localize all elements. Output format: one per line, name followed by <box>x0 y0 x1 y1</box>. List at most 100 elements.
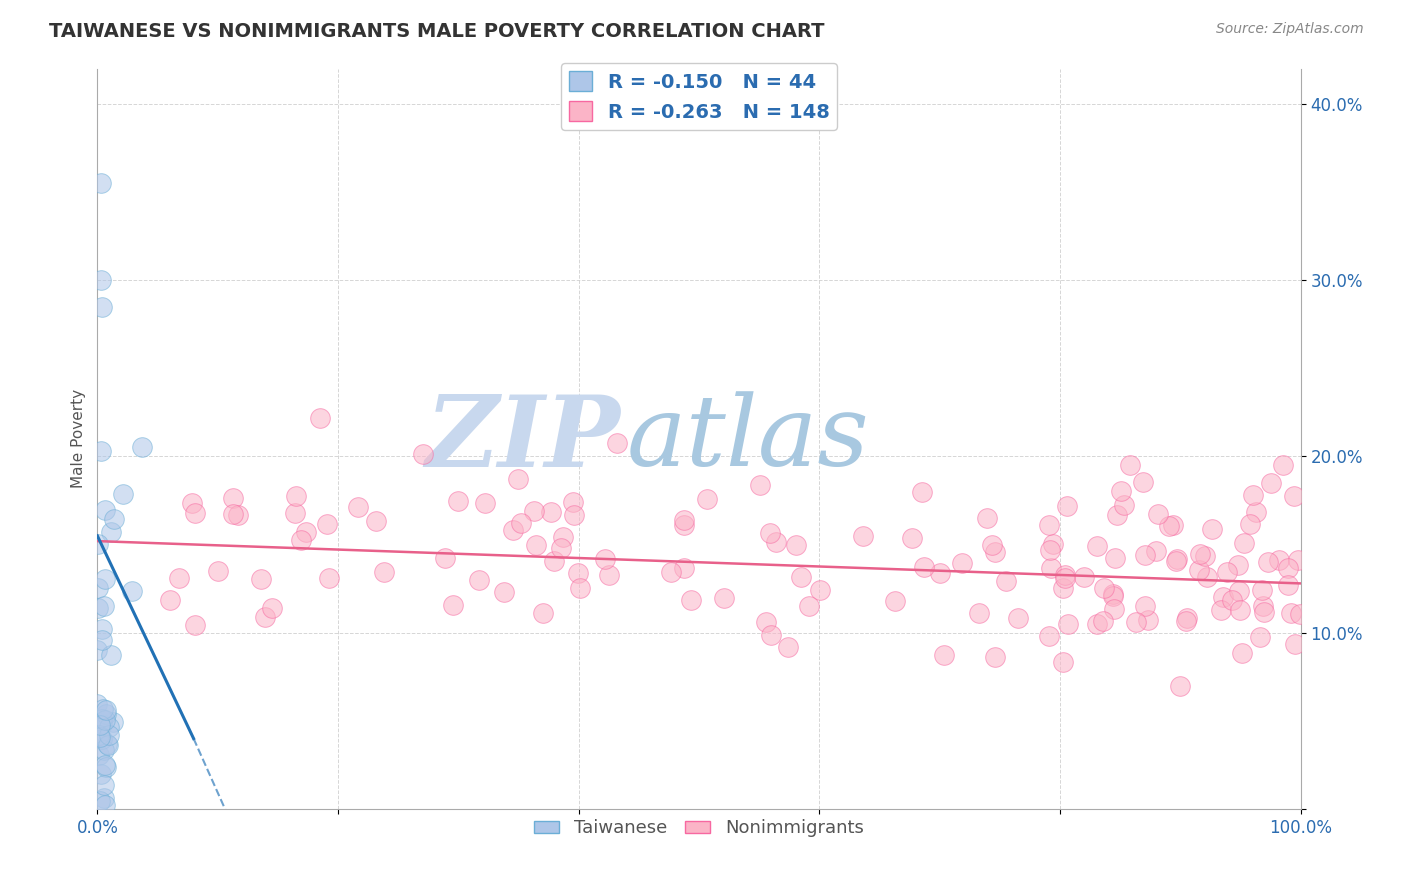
Point <box>181 496 204 510</box>
Point <box>447 494 470 508</box>
Point <box>932 648 955 662</box>
Point <box>1164 554 1187 568</box>
Point <box>1279 606 1302 620</box>
Point <box>659 566 682 580</box>
Point <box>1054 567 1077 582</box>
Point <box>976 511 998 525</box>
Point <box>93 778 115 792</box>
Point <box>295 524 318 539</box>
Point <box>593 552 616 566</box>
Point <box>184 506 207 520</box>
Point <box>852 529 875 543</box>
Point <box>90 444 112 458</box>
Point <box>1268 553 1291 567</box>
Point <box>568 581 591 595</box>
Point <box>540 505 562 519</box>
Point <box>1161 518 1184 533</box>
Point <box>1136 613 1159 627</box>
Point <box>309 410 332 425</box>
Point <box>1039 542 1062 557</box>
Point <box>91 712 114 726</box>
Point <box>765 535 787 549</box>
Point <box>1187 563 1209 577</box>
Point <box>901 531 924 545</box>
Legend: Taiwanese, Nonimmigrants: Taiwanese, Nonimmigrants <box>527 812 872 845</box>
Point <box>159 593 181 607</box>
Point <box>87 601 110 615</box>
Y-axis label: Male Poverty: Male Poverty <box>72 389 86 489</box>
Point <box>1105 508 1128 523</box>
Point <box>373 566 395 580</box>
Point <box>673 513 696 527</box>
Point <box>94 703 117 717</box>
Point <box>1038 518 1060 533</box>
Point <box>1092 581 1115 595</box>
Point <box>1229 583 1251 598</box>
Point <box>994 574 1017 589</box>
Point <box>207 565 229 579</box>
Point <box>1175 611 1198 625</box>
Point <box>672 561 695 575</box>
Point <box>284 506 307 520</box>
Point <box>96 760 118 774</box>
Point <box>90 767 112 781</box>
Point <box>103 714 125 729</box>
Point <box>290 533 312 547</box>
Point <box>1056 499 1078 513</box>
Point <box>1233 536 1256 550</box>
Point <box>755 615 778 629</box>
Point <box>1194 549 1216 563</box>
Point <box>1220 593 1243 607</box>
Point <box>1132 475 1154 490</box>
Point <box>1230 646 1253 660</box>
Point <box>1216 565 1239 579</box>
Point <box>94 798 117 813</box>
Point <box>1239 517 1261 532</box>
Point <box>91 732 114 747</box>
Point <box>1052 655 1074 669</box>
Point <box>90 273 112 287</box>
Point <box>1119 458 1142 472</box>
Point <box>759 628 782 642</box>
Point <box>1166 552 1188 566</box>
Point <box>929 566 952 580</box>
Text: Source: ZipAtlas.com: Source: ZipAtlas.com <box>1216 22 1364 37</box>
Point <box>89 728 111 742</box>
Point <box>1286 553 1309 567</box>
Point <box>93 743 115 757</box>
Point <box>524 538 547 552</box>
Point <box>1073 569 1095 583</box>
Point <box>749 478 772 492</box>
Point <box>86 643 108 657</box>
Point <box>434 551 457 566</box>
Point <box>1109 483 1132 498</box>
Point <box>494 585 516 599</box>
Point <box>1052 582 1074 596</box>
Point <box>1104 551 1126 566</box>
Point <box>96 706 118 721</box>
Point <box>509 516 531 531</box>
Text: TAIWANESE VS NONIMMIGRANTS MALE POVERTY CORRELATION CHART: TAIWANESE VS NONIMMIGRANTS MALE POVERTY … <box>49 22 825 41</box>
Point <box>759 526 782 541</box>
Point <box>93 790 115 805</box>
Point <box>347 500 370 514</box>
Text: atlas: atlas <box>627 392 869 486</box>
Point <box>89 730 111 744</box>
Point <box>984 649 1007 664</box>
Point <box>222 508 245 522</box>
Point <box>100 648 122 662</box>
Point <box>696 492 718 507</box>
Point <box>950 557 973 571</box>
Point <box>713 591 735 605</box>
Point <box>1168 679 1191 693</box>
Point <box>98 728 121 742</box>
Point <box>100 525 122 540</box>
Point <box>1201 522 1223 536</box>
Point <box>1253 605 1275 619</box>
Point <box>1249 630 1271 644</box>
Point <box>1007 611 1029 625</box>
Point <box>91 632 114 647</box>
Point <box>285 489 308 503</box>
Point <box>1102 587 1125 601</box>
Point <box>1289 607 1312 622</box>
